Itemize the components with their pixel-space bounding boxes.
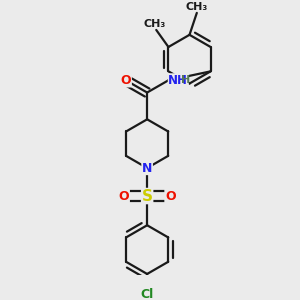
Text: CH₃: CH₃ [186,2,208,12]
Text: NH: NH [168,74,188,87]
Text: O: O [165,190,175,202]
Text: O: O [121,74,131,87]
Text: O: O [119,190,129,202]
Text: H: H [181,75,190,85]
Text: S: S [142,188,153,203]
Text: Cl: Cl [140,288,154,300]
Text: N: N [142,161,152,175]
Text: CH₃: CH₃ [144,19,166,29]
